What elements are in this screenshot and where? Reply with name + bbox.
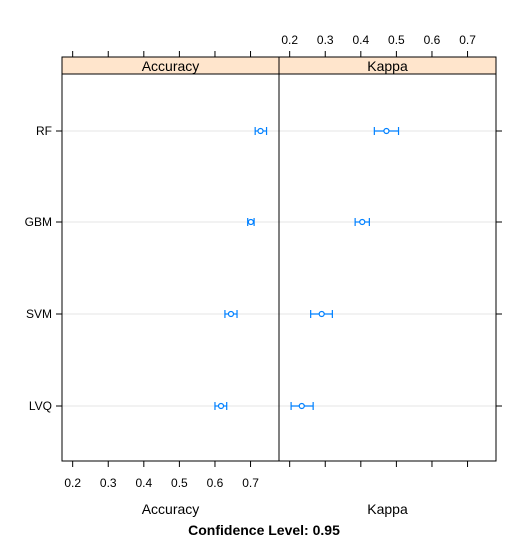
tick-label-kappa-5: 0.7: [459, 33, 476, 47]
category-label-lvq: LVQ: [29, 399, 52, 413]
panels-layer: [56, 51, 502, 467]
panel-frame-kappa: [278, 56, 497, 462]
point-accuracy-rf: [257, 127, 264, 135]
tick-label-kappa-3: 0.5: [388, 33, 405, 47]
labels-layer: Accuracy 0.2 0.3 0.4 0.5 0.6 0.7 Accuracy Kappa 0…: [25, 33, 477, 517]
point-accuracy-svm: [227, 310, 235, 318]
point-accuracy-lvq: [217, 402, 225, 410]
strip-label-accuracy: Accuracy: [142, 58, 200, 74]
tick-label-kappa-4: 0.6: [424, 33, 441, 47]
tick-label-accuracy-3: 0.5: [171, 476, 188, 490]
axis-title-kappa: Kappa: [367, 501, 408, 517]
marks-layer: [214, 127, 400, 410]
tick-label-kappa-1: 0.3: [317, 33, 334, 47]
category-label-rf: RF: [36, 124, 52, 138]
point-kappa-rf: [383, 127, 390, 135]
point-kappa-svm: [318, 310, 325, 318]
axis-title-accuracy: Accuracy: [142, 501, 200, 517]
tick-label-accuracy-1: 0.3: [100, 476, 117, 490]
strip-accuracy: [62, 57, 279, 74]
tick-label-accuracy-2: 0.4: [135, 476, 152, 490]
strip-kappa: [279, 57, 496, 74]
tick-label-kappa-0: 0.2: [281, 33, 298, 47]
tick-label-kappa-2: 0.4: [352, 33, 369, 47]
category-label-gbm: GBM: [25, 215, 52, 229]
point-kappa-lvq: [298, 402, 305, 410]
tick-label-accuracy-5: 0.7: [242, 476, 259, 490]
panel-frame-accuracy: [61, 56, 280, 462]
point-kappa-gbm: [359, 218, 366, 226]
chart-title: Confidence Level: 0.95: [188, 522, 340, 538]
strip-label-kappa: Kappa: [367, 58, 408, 74]
category-label-svm: SVM: [26, 307, 52, 321]
tick-label-accuracy-4: 0.6: [207, 476, 224, 490]
tick-label-accuracy-0: 0.2: [64, 476, 81, 490]
point-accuracy-gbm: [247, 218, 254, 226]
